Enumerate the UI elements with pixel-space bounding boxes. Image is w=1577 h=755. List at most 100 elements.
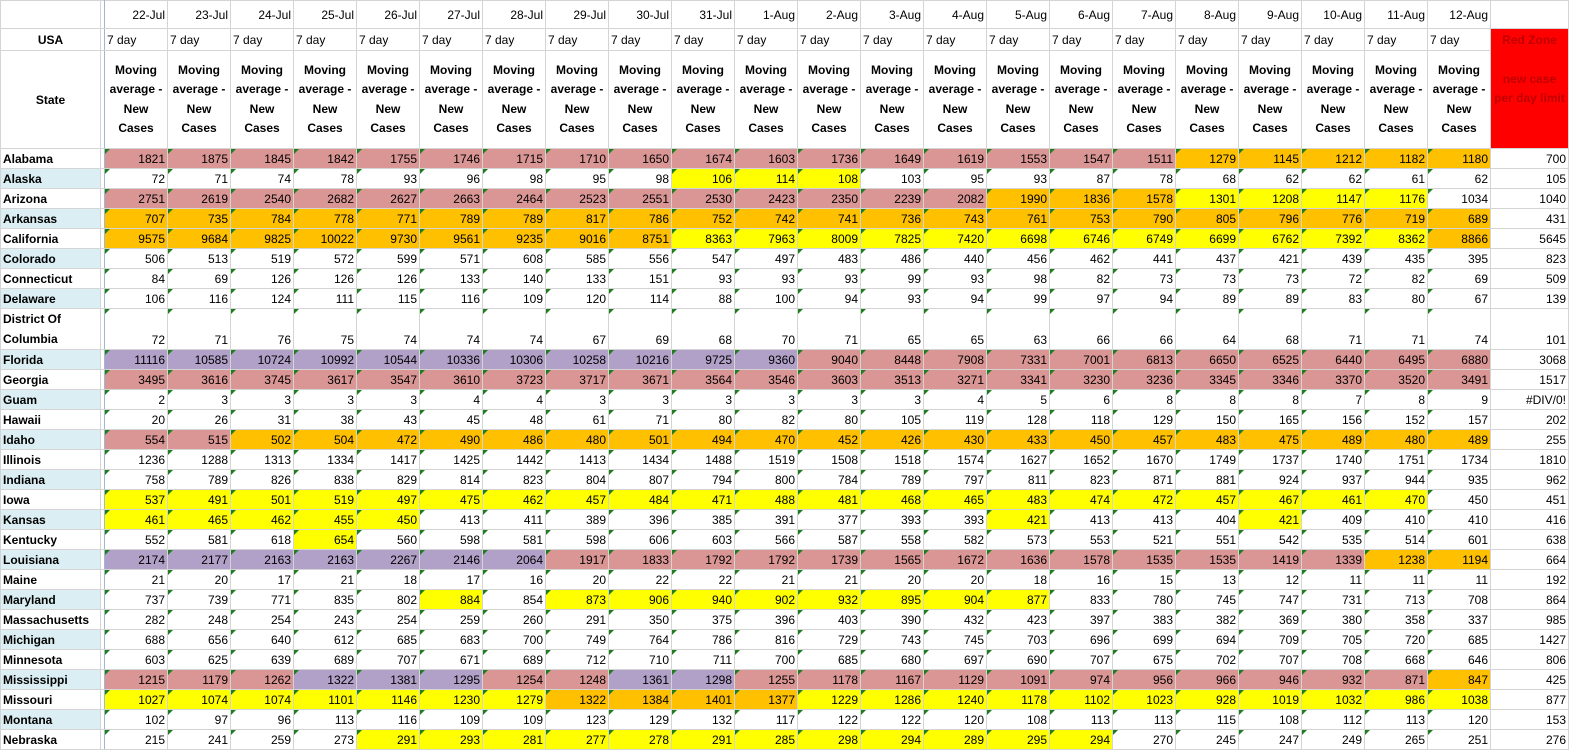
case-value-cell[interactable]: 1322 — [293, 669, 357, 690]
case-value-cell[interactable]: 2423 — [734, 188, 798, 209]
corner-cell[interactable] — [0, 0, 101, 29]
red-zone-limit-cell[interactable]: 425 — [1490, 669, 1569, 690]
case-value-cell[interactable]: 71 — [1301, 308, 1365, 350]
case-value-cell[interactable]: 735 — [167, 208, 231, 229]
case-value-cell[interactable]: 1129 — [923, 669, 987, 690]
case-value-cell[interactable]: 465 — [167, 509, 231, 530]
metric-header[interactable]: Moving average - New Cases — [104, 50, 168, 149]
case-value-cell[interactable]: 9725 — [671, 349, 735, 370]
case-value-cell[interactable]: 690 — [986, 649, 1050, 670]
case-value-cell[interactable]: 293 — [419, 729, 483, 750]
period-label[interactable]: 7 day — [860, 28, 924, 51]
date-header[interactable]: 30-Jul — [608, 0, 672, 29]
case-value-cell[interactable]: 1032 — [1301, 689, 1365, 710]
case-value-cell[interactable]: 411 — [482, 509, 546, 530]
metric-header[interactable]: Moving average - New Cases — [1175, 50, 1239, 149]
case-value-cell[interactable]: 1574 — [923, 449, 987, 470]
case-value-cell[interactable]: 1145 — [1238, 148, 1302, 169]
case-value-cell[interactable]: 430 — [923, 429, 987, 450]
case-value-cell[interactable]: 708 — [1301, 649, 1365, 670]
red-zone-limit-cell[interactable]: 451 — [1490, 489, 1569, 510]
case-value-cell[interactable]: 2350 — [797, 188, 861, 209]
case-value-cell[interactable]: 8 — [1364, 389, 1428, 410]
case-value-cell[interactable]: 3271 — [923, 369, 987, 390]
case-value-cell[interactable]: 461 — [1301, 489, 1365, 510]
case-value-cell[interactable]: 62 — [1301, 168, 1365, 189]
case-value-cell[interactable]: 20 — [923, 569, 987, 590]
usa-label[interactable]: USA — [0, 28, 101, 51]
case-value-cell[interactable]: 9016 — [545, 228, 609, 249]
metric-header[interactable]: Moving average - New Cases — [860, 50, 924, 149]
metric-header[interactable]: Moving average - New Cases — [1301, 50, 1365, 149]
case-value-cell[interactable]: 3723 — [482, 369, 546, 390]
case-value-cell[interactable]: 705 — [1301, 629, 1365, 650]
case-value-cell[interactable]: 457 — [1175, 489, 1239, 510]
case-value-cell[interactable]: 1334 — [293, 449, 357, 470]
case-value-cell[interactable]: 771 — [230, 589, 294, 610]
case-value-cell[interactable]: 6749 — [1112, 228, 1176, 249]
case-value-cell[interactable]: 598 — [545, 529, 609, 550]
case-value-cell[interactable]: 7420 — [923, 228, 987, 249]
case-value-cell[interactable]: 123 — [545, 709, 609, 730]
case-value-cell[interactable]: 109 — [419, 709, 483, 730]
state-name[interactable]: Colorado — [0, 248, 101, 269]
case-value-cell[interactable]: 558 — [860, 529, 924, 550]
case-value-cell[interactable]: 93 — [797, 268, 861, 289]
case-value-cell[interactable]: 601 — [1427, 529, 1491, 550]
case-value-cell[interactable]: 94 — [923, 288, 987, 309]
case-value-cell[interactable]: 82 — [1049, 268, 1113, 289]
case-value-cell[interactable]: 1737 — [1238, 449, 1302, 470]
red-zone-limit-cell[interactable]: 985 — [1490, 609, 1569, 630]
case-value-cell[interactable]: 817 — [545, 208, 609, 229]
period-label[interactable]: 7 day — [797, 28, 861, 51]
case-value-cell[interactable]: 278 — [608, 729, 672, 750]
period-label[interactable]: 7 day — [482, 28, 546, 51]
case-value-cell[interactable]: 554 — [104, 429, 168, 450]
case-value-cell[interactable]: 6525 — [1238, 349, 1302, 370]
date-header[interactable]: 6-Aug — [1049, 0, 1113, 29]
case-value-cell[interactable]: 426 — [860, 429, 924, 450]
date-header[interactable]: 7-Aug — [1112, 0, 1176, 29]
period-label[interactable]: 7 day — [293, 28, 357, 51]
empty-cell[interactable] — [1490, 0, 1569, 29]
case-value-cell[interactable]: 20 — [167, 569, 231, 590]
case-value-cell[interactable]: 1215 — [104, 669, 168, 690]
case-value-cell[interactable]: 514 — [1364, 529, 1428, 550]
red-zone-limit-cell[interactable]: 255 — [1490, 429, 1569, 450]
case-value-cell[interactable]: 462 — [1049, 248, 1113, 269]
case-value-cell[interactable]: 847 — [1427, 669, 1491, 690]
case-value-cell[interactable]: 709 — [1238, 629, 1302, 650]
case-value-cell[interactable]: 2551 — [608, 188, 672, 209]
case-value-cell[interactable]: 786 — [671, 629, 735, 650]
metric-header[interactable]: Moving average - New Cases — [293, 50, 357, 149]
case-value-cell[interactable]: 1381 — [356, 669, 420, 690]
case-value-cell[interactable]: 8448 — [860, 349, 924, 370]
case-value-cell[interactable]: 7 — [1301, 389, 1365, 410]
period-label[interactable]: 7 day — [986, 28, 1050, 51]
red-zone-limit-cell[interactable]: 638 — [1490, 529, 1569, 550]
period-label[interactable]: 7 day — [923, 28, 987, 51]
case-value-cell[interactable]: 8866 — [1427, 228, 1491, 249]
case-value-cell[interactable]: 126 — [293, 268, 357, 289]
case-value-cell[interactable]: 1755 — [356, 148, 420, 169]
case-value-cell[interactable]: 1511 — [1112, 148, 1176, 169]
case-value-cell[interactable]: 97 — [1049, 288, 1113, 309]
case-value-cell[interactable]: 1229 — [797, 689, 861, 710]
case-value-cell[interactable]: 1288 — [167, 449, 231, 470]
case-value-cell[interactable]: 260 — [482, 609, 546, 630]
case-value-cell[interactable]: 871 — [1364, 669, 1428, 690]
period-label[interactable]: 7 day — [1238, 28, 1302, 51]
case-value-cell[interactable]: 1361 — [608, 669, 672, 690]
case-value-cell[interactable]: 71 — [167, 308, 231, 350]
case-value-cell[interactable]: 1739 — [797, 549, 861, 570]
case-value-cell[interactable]: 3236 — [1112, 369, 1176, 390]
case-value-cell[interactable]: 439 — [1301, 248, 1365, 269]
case-value-cell[interactable]: 639 — [230, 649, 294, 670]
case-value-cell[interactable]: 1917 — [545, 549, 609, 570]
metric-header[interactable]: Moving average - New Cases — [545, 50, 609, 149]
case-value-cell[interactable]: 294 — [860, 729, 924, 750]
case-value-cell[interactable]: 553 — [1049, 529, 1113, 550]
case-value-cell[interactable]: 440 — [923, 248, 987, 269]
case-value-cell[interactable]: 450 — [1427, 489, 1491, 510]
red-zone-limit-cell[interactable]: 105 — [1490, 168, 1569, 189]
